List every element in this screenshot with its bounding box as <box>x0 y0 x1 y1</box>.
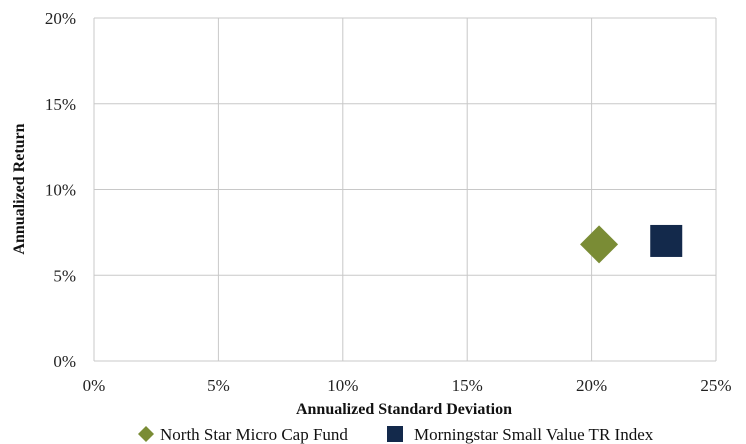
x-tick-label: 25% <box>700 376 731 395</box>
grid-lines <box>93 17 717 362</box>
x-tick-label: 5% <box>207 376 230 395</box>
y-tick-label: 0% <box>53 352 76 371</box>
x-tick-label: 15% <box>452 376 483 395</box>
legend-marker-diamond <box>138 426 154 442</box>
x-tick-label: 0% <box>83 376 106 395</box>
legend: North Star Micro Cap Fund Morningstar Sma… <box>138 425 654 444</box>
legend-marker-square <box>387 426 403 442</box>
y-tick-label: 5% <box>53 266 76 285</box>
data-point-square <box>650 224 683 257</box>
x-tick-label: 10% <box>327 376 358 395</box>
data-points <box>580 224 683 264</box>
x-axis-ticks: 0% 5% 10% 15% 20% 25% <box>83 376 732 395</box>
y-tick-label: 15% <box>45 95 76 114</box>
y-tick-label: 20% <box>45 9 76 28</box>
y-tick-label: 10% <box>45 181 76 200</box>
x-axis-title: Annualized Standard Deviation <box>296 401 512 418</box>
y-axis-title: Annualized Return <box>11 123 28 254</box>
legend-label: Morningstar Small Value TR Index <box>414 425 654 444</box>
y-axis-ticks: 0% 5% 10% 15% 20% <box>45 9 76 371</box>
legend-label: North Star Micro Cap Fund <box>160 425 348 444</box>
data-point-diamond <box>580 225 619 264</box>
x-tick-label: 20% <box>576 376 607 395</box>
